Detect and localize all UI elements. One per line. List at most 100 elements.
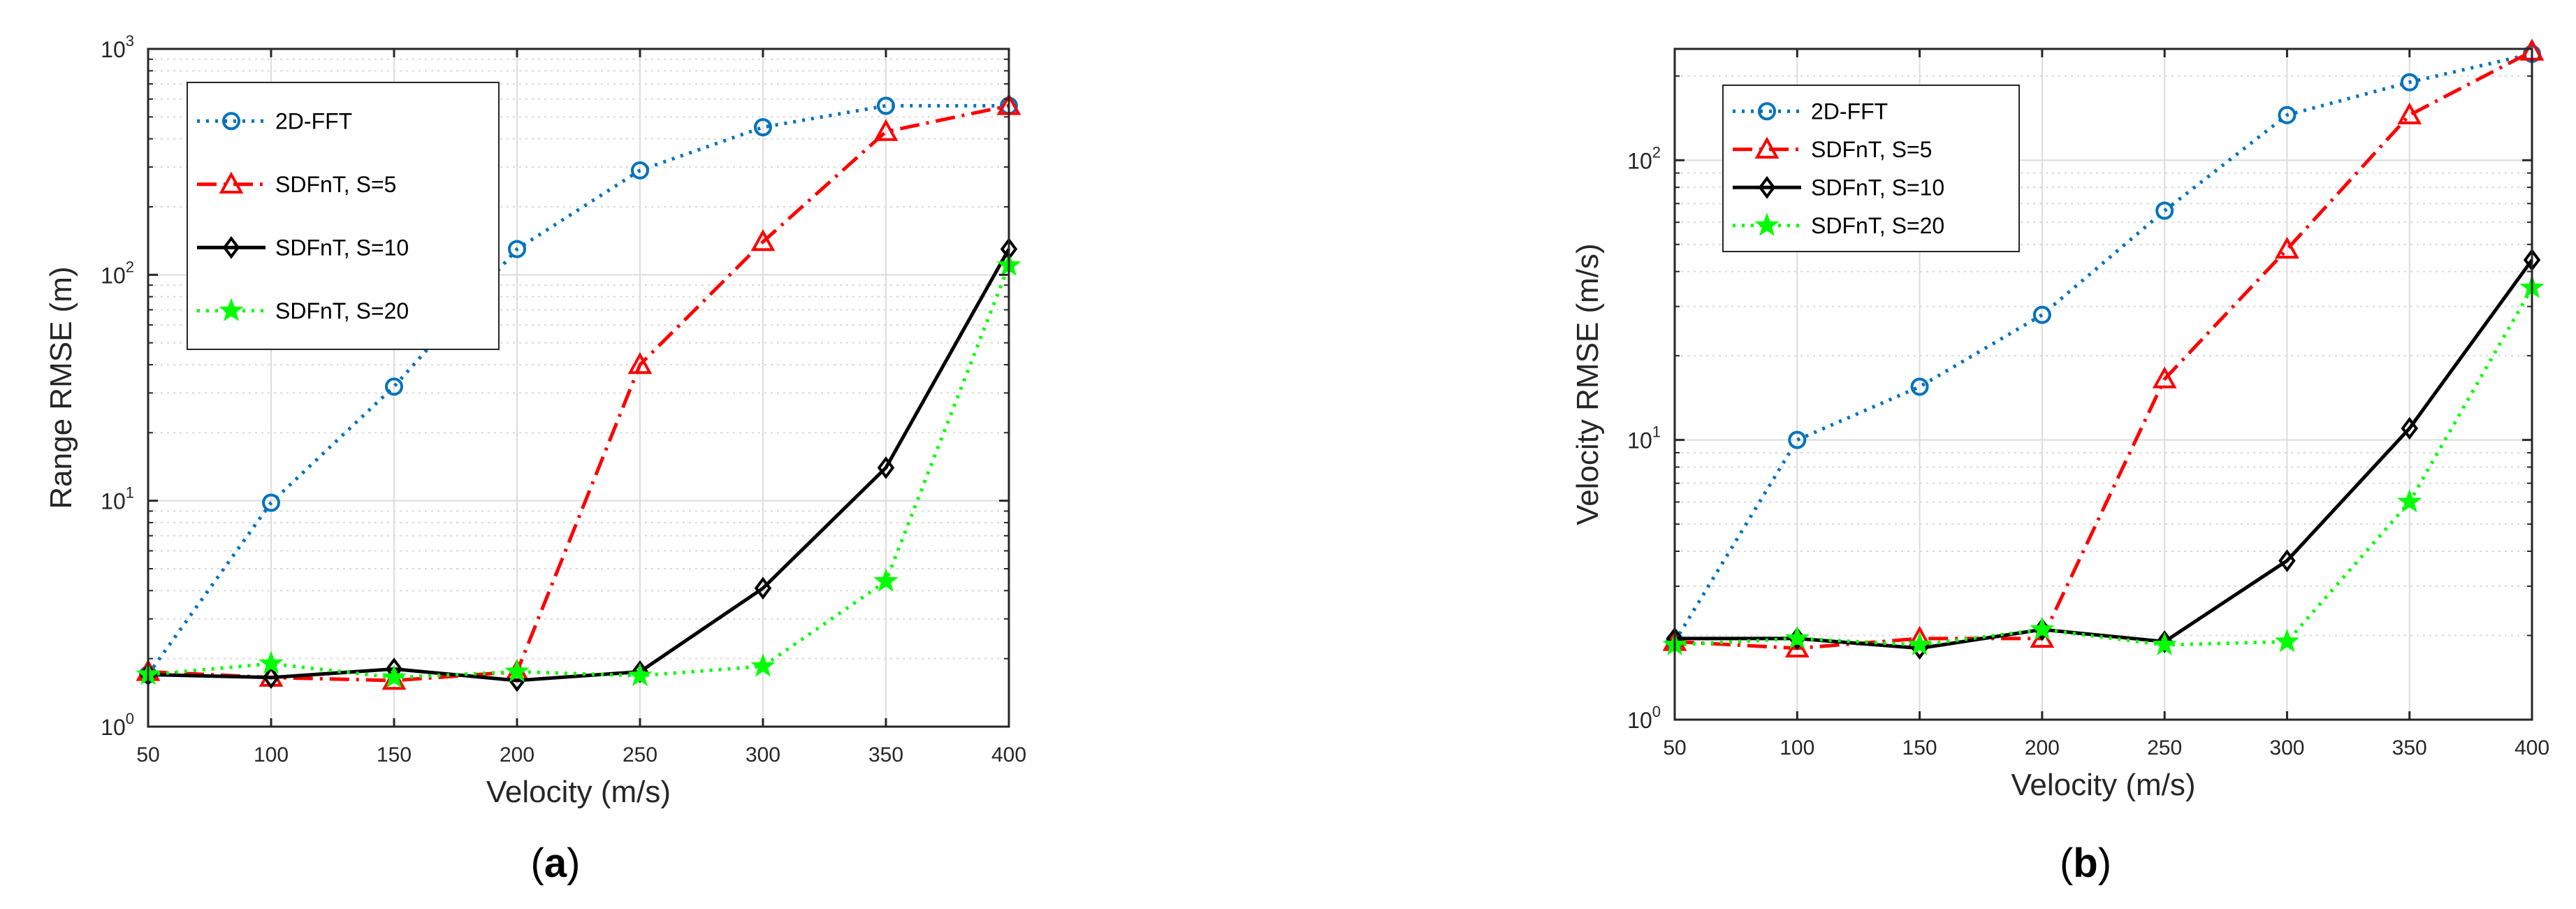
x-tick-label: 400	[2515, 736, 2549, 759]
data-point	[873, 568, 898, 592]
legend-box	[187, 82, 500, 350]
data-point	[2274, 628, 2299, 653]
data-point	[2278, 549, 2296, 572]
y-tick-label: 101	[1627, 423, 1661, 453]
panel-label: (a)	[531, 841, 581, 886]
data-point	[2397, 102, 2422, 124]
data-point	[219, 171, 244, 194]
x-tick-label: 100	[254, 743, 289, 766]
data-point	[2032, 305, 2051, 324]
data-point	[2401, 416, 2418, 440]
series-line	[146, 103, 1009, 676]
y-axis-label: Range RMSE (m)	[44, 266, 78, 509]
legend-item-3: SDFnT, S=20	[197, 298, 409, 323]
x-tick-label: 250	[623, 743, 657, 766]
x-tick-label: 150	[377, 743, 412, 766]
legend-item-0: 2D-FFT	[197, 108, 352, 133]
data-point	[750, 653, 776, 677]
data-point	[385, 377, 403, 396]
legend-item-2: SDFnT, S=10	[1733, 175, 1944, 200]
y-tick-label: 102	[1627, 143, 1661, 173]
legend-item-3: SDFnT, S=20	[1733, 212, 1944, 238]
panel-label: (b)	[2060, 841, 2111, 886]
data-point	[1754, 212, 1780, 236]
data-point	[262, 493, 280, 512]
x-axis: 50 100 150 200 250 300 350 400	[1663, 49, 2549, 759]
series-line	[147, 248, 1011, 683]
x-tick-label: 150	[1902, 736, 1937, 759]
legend-label: 2D-FFT	[275, 108, 352, 133]
data-point	[1907, 632, 1933, 655]
x-axis-label: Velocity (m/s)	[2011, 768, 2195, 802]
data-point	[750, 228, 776, 252]
x-tick-label: 250	[2147, 736, 2182, 759]
data-point	[2275, 236, 2299, 259]
legend-label: SDFnT, S=20	[1811, 213, 1944, 238]
x-tick-label: 350	[2392, 736, 2427, 759]
data-point	[2152, 632, 2177, 655]
x-tick-label: 350	[868, 743, 903, 766]
data-point	[2155, 630, 2174, 653]
y-axis: 100 101 102 103	[101, 32, 1009, 740]
x-axis: 50 100 150 200 250 300 350 400	[136, 49, 1026, 766]
data-point	[222, 112, 240, 131]
data-point	[2397, 489, 2422, 513]
axes-box	[147, 48, 1010, 728]
x-tick-label: 100	[1780, 736, 1814, 759]
data-point	[1910, 377, 1929, 396]
data-point	[262, 666, 280, 690]
y-tick-label: 100	[1627, 703, 1661, 733]
data-point	[1754, 136, 1780, 159]
data-point	[877, 96, 895, 115]
x-tick-label: 200	[500, 743, 534, 766]
legend-label: SDFnT, S=5	[1811, 137, 1932, 162]
x-tick-label: 50	[1663, 736, 1686, 759]
axes-box	[1673, 48, 2533, 721]
legend-item-2: SDFnT, S=10	[197, 235, 409, 260]
series-line	[1673, 52, 2533, 643]
data-point	[504, 658, 530, 683]
data-point	[1784, 635, 1810, 658]
data-point	[381, 664, 407, 688]
data-point	[259, 650, 284, 674]
chart-panel-a: 50 100 150 200 250 300 350 400100101102103Veloc…	[44, 32, 1026, 886]
y-tick-label: 102	[101, 258, 134, 288]
chart-panel-b: 50 100 150 200 250 300 350 400100101102Velocity…	[1571, 38, 2549, 886]
data-point	[2030, 616, 2055, 640]
y-tick-label: 101	[101, 484, 134, 514]
legend-item-0: 2D-FFT	[1733, 99, 1888, 124]
data-point	[219, 298, 244, 321]
data-point	[631, 161, 649, 180]
data-point	[627, 662, 653, 687]
x-tick-label: 400	[991, 743, 1026, 766]
data-point	[1784, 625, 1810, 649]
legend-label: SDFnT, S=10	[275, 235, 409, 260]
legend-label: 2D-FFT	[1811, 99, 1888, 124]
legend-item-1: SDFnT, S=5	[1733, 136, 1932, 162]
legend-label: SDFnT, S=20	[275, 298, 409, 323]
x-axis-label: Velocity (m/s)	[486, 775, 671, 809]
y-tick-label: 100	[101, 710, 134, 740]
data-point	[2155, 201, 2174, 220]
series-line	[1674, 50, 2533, 650]
data-point	[877, 456, 895, 479]
data-point	[754, 118, 772, 137]
legend-item-1: SDFnT, S=5	[197, 171, 396, 197]
series-line	[1675, 259, 2534, 650]
data-point	[508, 240, 526, 259]
data-point	[222, 235, 240, 259]
data-point	[2400, 73, 2419, 92]
legend: 2D-FFT SDFnT, S=5 SDFnT, S=10 SDFnT, S=20	[187, 82, 500, 350]
data-point	[873, 119, 898, 141]
data-point	[2278, 106, 2297, 124]
y-axis-label: Velocity RMSE (m/s)	[1571, 243, 1605, 525]
x-tick-label: 300	[745, 743, 780, 766]
legend-label: SDFnT, S=5	[275, 172, 396, 197]
data-point	[754, 576, 772, 600]
data-point	[1758, 102, 1776, 121]
data-point	[1788, 430, 1807, 449]
x-tick-label: 300	[2269, 736, 2304, 759]
legend: 2D-FFT SDFnT, S=5 SDFnT, S=10 SDFnT, S=20	[1722, 85, 2020, 252]
legend-label: SDFnT, S=10	[1811, 175, 1944, 200]
